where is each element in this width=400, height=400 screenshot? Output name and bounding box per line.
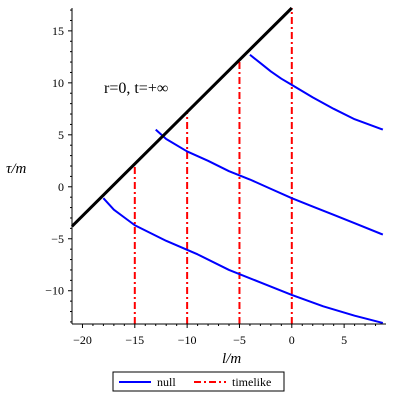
null-curve-3	[249, 53, 384, 131]
x-tick-label: −15	[125, 333, 144, 347]
x-axis-label: l/m	[222, 351, 241, 367]
x-tick-label: −5	[233, 333, 246, 347]
y-tick-label: −5	[51, 232, 64, 246]
plot-curves	[70, 6, 384, 324]
y-tick-label: 10	[52, 76, 64, 90]
null-curve-1	[102, 197, 384, 324]
legend-timelike-label: timelike	[232, 375, 271, 389]
x-tick-label: −20	[73, 333, 92, 347]
axes: −20 −15 −10 −5 0 5 −10 −5 0 5 10 15	[45, 8, 386, 347]
x-ticks: −20 −15 −10 −5 0 5	[73, 324, 377, 347]
null-curve-2	[155, 128, 384, 236]
y-tick-label: 5	[58, 128, 64, 142]
x-tick-label: −10	[178, 333, 197, 347]
y-tick-label: 0	[58, 180, 64, 194]
legend-null-label: null	[157, 375, 176, 389]
y-axis-label: τ/m	[6, 161, 27, 177]
legend: null timelike	[112, 371, 285, 392]
y-ticks: −10 −5 0 5 10 15	[45, 9, 72, 323]
x-tick-label: 5	[341, 333, 347, 347]
x-tick-label: 0	[289, 333, 295, 347]
r0-boundary-line	[70, 6, 293, 228]
horizon-annotation: r=0, t=+∞	[104, 80, 168, 97]
y-tick-label: −10	[45, 284, 64, 298]
y-tick-label: 15	[52, 24, 64, 38]
